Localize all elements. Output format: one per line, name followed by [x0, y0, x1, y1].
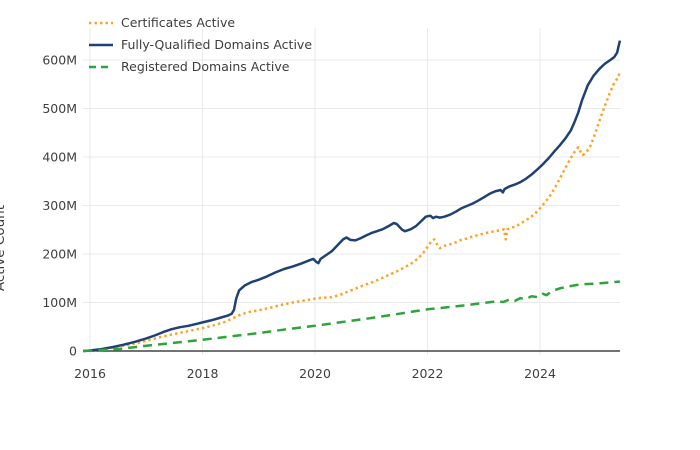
x-tick-label: 2016 — [74, 366, 106, 381]
y-tick-label: 100M — [42, 295, 77, 310]
legend-label: Registered Domains Active — [121, 59, 290, 74]
legend-line-swatch — [89, 21, 113, 24]
series-line-registered-domains-active[interactable] — [83, 280, 621, 353]
x-tick-label: 2020 — [299, 366, 331, 381]
y-tick-label: 600M — [42, 53, 77, 68]
legend-item-registered-domains-active[interactable]: Registered Domains Active — [88, 58, 312, 75]
y-tick-label: 300M — [42, 198, 77, 213]
legend-line-swatch — [89, 65, 113, 68]
y-tick-label: 0 — [69, 344, 77, 359]
x-tick-label: 2018 — [187, 366, 219, 381]
legend-item-certificates-active[interactable]: Certificates Active — [88, 14, 312, 31]
chart-legend: Certificates Active Fully-Qualified Domai… — [88, 14, 312, 75]
series-line-fully-qualified-domains-active[interactable] — [83, 40, 622, 353]
series-line-certificates-active[interactable] — [83, 70, 622, 353]
y-tick-label: 400M — [42, 150, 77, 165]
x-tick-label: 2022 — [412, 366, 444, 381]
legend-label: Fully-Qualified Domains Active — [121, 37, 313, 52]
x-tick-label: 2024 — [524, 366, 556, 381]
legend-line-swatch — [89, 43, 113, 46]
y-tick-label: 200M — [42, 247, 77, 262]
y-tick-label: 500M — [42, 101, 77, 116]
legend-label: Certificates Active — [121, 15, 236, 30]
y-axis-title-text: Active Count — [0, 205, 8, 292]
legend-item-fully-qualified-domains-active[interactable]: Fully-Qualified Domains Active — [88, 36, 312, 53]
